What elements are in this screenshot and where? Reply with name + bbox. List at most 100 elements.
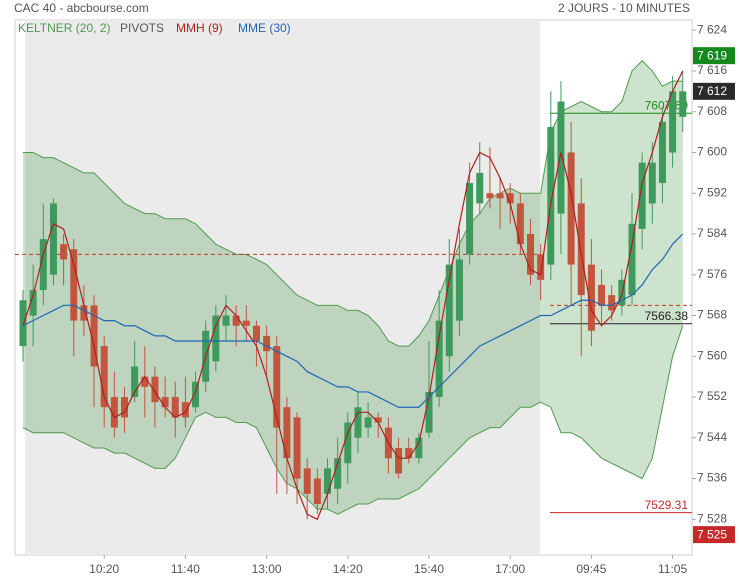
candle-body (171, 397, 179, 418)
candle-body (628, 223, 636, 296)
keltner-area (23, 60, 683, 515)
session-shade (25, 20, 540, 555)
candle-body (669, 91, 677, 153)
candle-body (476, 172, 484, 204)
candle-body (121, 397, 128, 418)
candle-body (405, 448, 413, 459)
y-tick-label: 7 544 (697, 430, 727, 444)
candle-body (608, 295, 616, 311)
y-tick-label: 7 528 (697, 512, 727, 526)
candle-body (679, 91, 687, 117)
candle-body (293, 417, 301, 479)
price-badge (693, 526, 735, 544)
candle-body (496, 193, 504, 199)
candle-body (303, 468, 311, 494)
y-tick-label: 7 608 (697, 104, 727, 118)
x-tick-label: 09:45 (576, 562, 606, 576)
candle-body (598, 284, 606, 306)
candle-body (658, 121, 666, 184)
candle-body (19, 300, 27, 347)
price-badge (693, 82, 735, 100)
candle-body (232, 315, 240, 326)
candle-body (567, 152, 575, 265)
candle-body (161, 397, 169, 408)
candle-body (516, 203, 524, 245)
candle-body (364, 417, 372, 428)
candle-body (527, 234, 534, 275)
candle-body (80, 305, 88, 321)
keltner-upper (23, 60, 683, 347)
candle-body (313, 478, 321, 505)
y-tick-label: 7 592 (697, 185, 727, 199)
y-tick-label: 7 552 (697, 389, 727, 403)
candle-body (90, 305, 98, 367)
candle-body (324, 468, 331, 494)
price-badge-label: 7 612 (697, 84, 727, 98)
y-tick-label: 7 576 (697, 267, 727, 281)
level-label: 7529.31 (645, 498, 689, 512)
candle-body (212, 315, 220, 362)
legend-mme: MME (30) (238, 21, 291, 35)
x-tick-label: 15:40 (414, 562, 444, 576)
chart-subtitle: 2 JOURS - 10 MINUTES (558, 1, 690, 15)
candle-body (557, 101, 565, 214)
legend-mmh: MMH (9) (176, 21, 223, 35)
y-tick-label: 7 616 (697, 63, 727, 77)
candle-body (354, 407, 362, 438)
candle-body (537, 254, 545, 280)
candle-body (192, 381, 200, 408)
x-tick-label: 13:00 (252, 562, 282, 576)
x-tick-label: 10:20 (89, 562, 119, 576)
ma-line (22, 233, 684, 408)
candle-body (344, 422, 352, 464)
candle-body (506, 193, 514, 204)
candle-body (486, 193, 494, 199)
y-tick-label: 7 536 (697, 471, 727, 485)
candle-body (263, 335, 271, 352)
candle-body (283, 407, 291, 459)
candle-body (70, 249, 78, 321)
candle-body (273, 346, 281, 428)
candle-body (181, 402, 189, 418)
price-badge-label: 7 619 (697, 48, 727, 62)
candle-body (466, 183, 474, 255)
price-badge (693, 47, 735, 65)
x-tick-label: 11:05 (658, 562, 687, 576)
legend-keltner: KELTNER (20, 2) (18, 21, 110, 35)
candle-body (242, 320, 250, 326)
candle-body (131, 366, 139, 398)
candle-body (445, 264, 453, 357)
y-tick-label: 7 568 (697, 308, 727, 322)
candle-body (638, 162, 646, 229)
candle-body (141, 376, 149, 387)
candle-body (39, 239, 47, 291)
price-badge-label: 7 525 (697, 527, 727, 541)
candle-body (49, 203, 57, 275)
keltner-lower (22, 325, 684, 515)
candle-body (222, 315, 230, 326)
candle-body (60, 244, 68, 260)
candle-body (395, 448, 403, 474)
y-tick-label: 7 600 (697, 145, 727, 159)
x-tick-label: 14:20 (333, 562, 363, 576)
candle-body (334, 458, 342, 489)
y-tick-label: 7 560 (697, 348, 727, 362)
candle-body (425, 391, 433, 433)
chart-title: CAC 40 - abcbourse.com (14, 1, 149, 15)
candle-body (252, 325, 260, 341)
candle-body (110, 397, 118, 428)
x-tick-label: 11:40 (171, 562, 200, 576)
candle-body (577, 203, 585, 296)
candle-body (648, 162, 656, 204)
candle-body (151, 376, 159, 403)
legend-pivots: PIVOTS (120, 21, 164, 35)
candle-body (587, 264, 595, 331)
candle-body (100, 346, 108, 408)
candle-body (374, 417, 382, 423)
y-tick-label: 7 624 (697, 22, 727, 36)
level-label: 7566.38 (645, 309, 689, 323)
candle-body (455, 259, 463, 321)
ma-line (22, 70, 684, 521)
candle-body (29, 290, 37, 316)
